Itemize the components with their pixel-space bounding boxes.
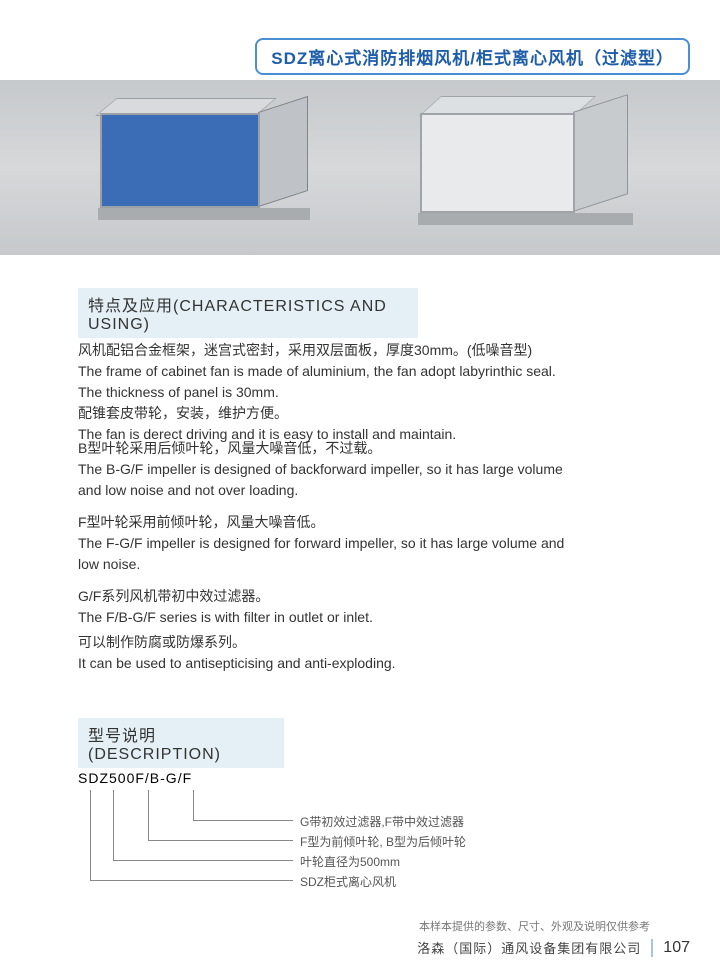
model-label-impeller-type: F型为前倾叶轮, B型为后倾叶轮	[300, 833, 466, 850]
text-en: The B-G/F impeller is designed of backfo…	[78, 459, 658, 480]
text-en: The F-G/F impeller is designed for forwa…	[78, 533, 658, 554]
text-cn: 可以制作防腐或防爆系列。	[78, 632, 658, 653]
paragraph-filter: G/F系列风机带初中效过滤器。 The F/B-G/F series is wi…	[78, 586, 658, 628]
product-image-band	[0, 80, 720, 255]
paragraph-antiseptic: 可以制作防腐或防爆系列。 It can be used to antisepti…	[78, 632, 658, 674]
paragraph-f-impeller: F型叶轮采用前倾叶轮，风量大噪音低。 The F-G/F impeller is…	[78, 512, 658, 575]
paragraph-b-impeller: B型叶轮采用后倾叶轮，风量大噪音低，不过载。 The B-G/F impelle…	[78, 438, 658, 501]
text-en: The F/B-G/F series is with filter in out…	[78, 607, 658, 628]
text-en: The thickness of panel is 30mm.	[78, 382, 658, 403]
section-title-characteristics: 特点及应用(CHARACTERISTICS AND USING)	[78, 288, 418, 338]
model-label-series: SDZ柜式离心风机	[300, 873, 396, 890]
model-code: SDZ500F/B-G/F	[78, 770, 192, 786]
text-en: It can be used to antisepticising and an…	[78, 653, 658, 674]
product-photo-left	[80, 98, 310, 238]
footer: 本样本提供的参数、尺寸、外观及说明仅供参考 洛森（国际）通风设备集团有限公司 1…	[370, 918, 690, 957]
text-cn: G/F系列风机带初中效过滤器。	[78, 586, 658, 607]
product-photo-right	[410, 98, 640, 238]
text-cn: F型叶轮采用前倾叶轮，风量大噪音低。	[78, 512, 658, 533]
text-en: low noise.	[78, 554, 658, 575]
model-label-filter: G带初效过滤器,F带中效过滤器	[300, 813, 464, 830]
text-en: The frame of cabinet fan is made of alum…	[78, 361, 658, 382]
page-title-pill: SDZ离心式消防排烟风机/柜式离心风机（过滤型）	[255, 38, 690, 75]
footer-note: 本样本提供的参数、尺寸、外观及说明仅供参考	[370, 918, 690, 934]
paragraph-frame: 风机配铝合金框架，迷宫式密封，采用双层面板，厚度30mm。(低噪音型) The …	[78, 340, 658, 445]
text-cn: 风机配铝合金框架，迷宫式密封，采用双层面板，厚度30mm。(低噪音型)	[78, 340, 658, 361]
section-title-description: 型号说明(DESCRIPTION)	[78, 718, 284, 768]
text-cn: B型叶轮采用后倾叶轮，风量大噪音低，不过载。	[78, 438, 658, 459]
page-number: 107	[651, 939, 690, 957]
text-en: and low noise and not over loading.	[78, 480, 658, 501]
text-cn: 配锥套皮带轮，安装，维护方便。	[78, 403, 658, 424]
footer-company: 洛森（国际）通风设备集团有限公司	[417, 938, 651, 957]
model-bracket-diagram: G带初效过滤器,F带中效过滤器 F型为前倾叶轮, B型为后倾叶轮 叶轮直径为50…	[78, 790, 578, 900]
model-label-diameter: 叶轮直径为500mm	[300, 853, 400, 870]
